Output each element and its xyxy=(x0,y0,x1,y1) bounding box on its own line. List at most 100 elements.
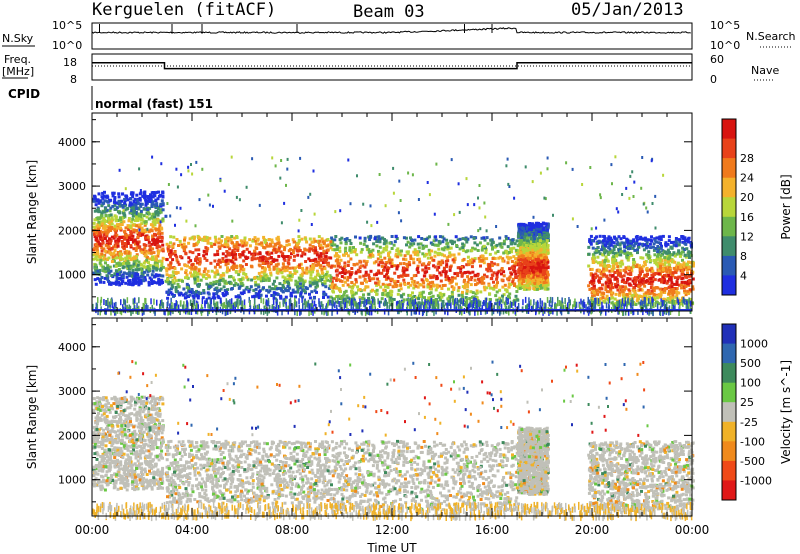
rti-cell xyxy=(139,212,143,216)
rti-cell xyxy=(595,289,599,292)
rti-cell xyxy=(402,262,406,265)
rti-cell xyxy=(534,233,538,237)
rti-cell xyxy=(134,263,138,267)
rti-cell xyxy=(689,274,692,278)
rti-cell xyxy=(384,263,388,267)
rti-cell xyxy=(465,291,469,295)
rti-cell xyxy=(612,245,616,249)
rti-cell xyxy=(620,241,624,245)
rti-cell xyxy=(326,248,330,252)
rti-cell xyxy=(229,238,233,242)
rti-cell xyxy=(470,265,474,269)
rti-cell xyxy=(297,276,301,280)
rti-cell xyxy=(534,287,538,291)
freq-ytick-bottom: 8 xyxy=(70,73,77,86)
rti-cell xyxy=(244,243,248,247)
rti-cell xyxy=(154,256,158,260)
rti-cell xyxy=(382,268,385,272)
rti-cell xyxy=(107,204,111,208)
rti-cell xyxy=(98,225,101,229)
rti-cell xyxy=(627,288,631,292)
rti-cell xyxy=(194,266,198,270)
rti-cell xyxy=(442,237,446,241)
rti-cell xyxy=(673,287,677,290)
rti-cell xyxy=(596,246,600,250)
rti-cell xyxy=(237,286,241,290)
rti-cell xyxy=(361,264,365,268)
rti-cell xyxy=(688,288,692,292)
rti-cell xyxy=(153,281,157,285)
rti-cell xyxy=(448,251,452,255)
rti-cell xyxy=(432,258,436,262)
rti-cell xyxy=(429,284,433,288)
rti-cell xyxy=(367,276,371,280)
rti-cell xyxy=(612,248,616,251)
rti-cell xyxy=(132,272,136,276)
rti-cell xyxy=(331,240,335,244)
rti-cell xyxy=(637,245,641,249)
rti-cell xyxy=(609,236,613,240)
rti-cell xyxy=(318,279,322,283)
rti-cell xyxy=(616,241,620,245)
rti-cell xyxy=(315,281,319,285)
rti-cell xyxy=(502,270,506,274)
rti-cell xyxy=(315,283,319,287)
rti-cell xyxy=(321,261,325,265)
rti-cell xyxy=(113,226,117,230)
rti-cell xyxy=(658,256,662,260)
rti-cell xyxy=(379,255,382,259)
rti-cell xyxy=(210,269,214,273)
rti-cell xyxy=(338,288,342,292)
rti-cell xyxy=(408,245,412,249)
rti-cell xyxy=(110,235,114,239)
rti-cell xyxy=(282,265,286,269)
rti-cell xyxy=(213,235,217,239)
rti-cell xyxy=(679,252,683,256)
rti-cell xyxy=(304,286,308,290)
rti-cell xyxy=(519,232,523,236)
rti-cell xyxy=(142,214,146,218)
rti-cell xyxy=(385,273,389,277)
rti-cell xyxy=(609,286,612,290)
rti-cell xyxy=(656,252,660,256)
rti-cell xyxy=(666,268,670,272)
rti-cell xyxy=(170,274,174,278)
rti-cell xyxy=(446,247,450,251)
rti-cell xyxy=(657,237,661,241)
rti-cell xyxy=(468,297,472,300)
rti-cell xyxy=(336,295,340,299)
rti-cell xyxy=(664,244,668,248)
rti-cell xyxy=(338,265,342,269)
rti-cell xyxy=(299,277,303,281)
rti-cell xyxy=(671,260,675,264)
rti-cell xyxy=(312,277,315,281)
rti-cell xyxy=(450,285,454,289)
rti-cell xyxy=(340,295,344,299)
rti-cell xyxy=(150,201,154,205)
rti-cell xyxy=(227,258,231,262)
rti-cell xyxy=(216,253,220,256)
rti-cell xyxy=(413,252,417,256)
rti-cell xyxy=(155,268,159,272)
rti-cell xyxy=(417,250,421,254)
rti-cell xyxy=(135,193,139,197)
rti-cell xyxy=(108,218,111,222)
rti-cell xyxy=(506,261,510,265)
rti-cell xyxy=(509,283,513,287)
rti-cell xyxy=(104,195,108,199)
rti-cell xyxy=(394,254,398,258)
rti-cell xyxy=(359,241,363,245)
rti-cell xyxy=(663,299,667,303)
rti-cell xyxy=(461,290,464,294)
rti-cell xyxy=(542,231,546,235)
rti-cell xyxy=(146,235,150,239)
rti-cell xyxy=(302,281,306,285)
rti-cell xyxy=(645,269,649,273)
rti-cell xyxy=(168,255,172,259)
rti-cell xyxy=(476,281,480,285)
rti-cell xyxy=(681,276,685,280)
rti-cell xyxy=(635,299,639,303)
rti-cell xyxy=(544,258,548,262)
rti-cell xyxy=(248,287,252,291)
rti-cell xyxy=(276,287,280,291)
